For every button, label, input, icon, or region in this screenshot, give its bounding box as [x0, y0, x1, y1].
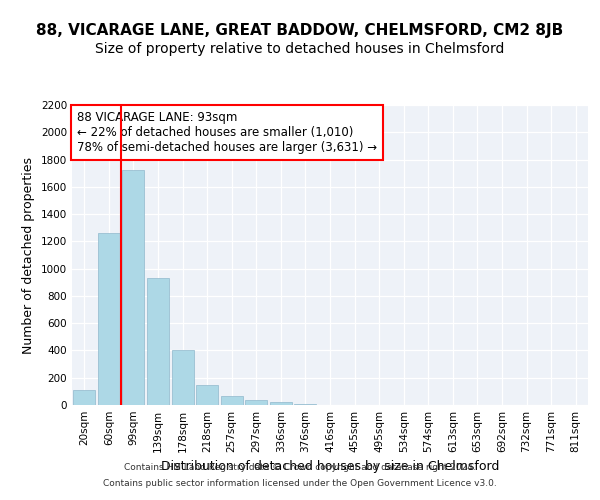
Bar	[295, 404, 316, 405]
Bar	[122, 170, 145, 405]
Bar	[172, 350, 194, 405]
Bar	[196, 384, 218, 405]
Bar	[245, 400, 268, 405]
Text: 88, VICARAGE LANE, GREAT BADDOW, CHELMSFORD, CM2 8JB: 88, VICARAGE LANE, GREAT BADDOW, CHELMSF…	[37, 22, 563, 38]
Bar	[98, 233, 120, 405]
Text: Contains public sector information licensed under the Open Government Licence v3: Contains public sector information licen…	[103, 478, 497, 488]
Text: Contains HM Land Registry data © Crown copyright and database right 2024.: Contains HM Land Registry data © Crown c…	[124, 464, 476, 472]
Y-axis label: Number of detached properties: Number of detached properties	[22, 156, 35, 354]
X-axis label: Distribution of detached houses by size in Chelmsford: Distribution of detached houses by size …	[161, 460, 499, 473]
Bar	[147, 278, 169, 405]
Bar	[270, 402, 292, 405]
Bar	[73, 390, 95, 405]
Text: Size of property relative to detached houses in Chelmsford: Size of property relative to detached ho…	[95, 42, 505, 56]
Bar	[221, 396, 243, 405]
Text: 88 VICARAGE LANE: 93sqm
← 22% of detached houses are smaller (1,010)
78% of semi: 88 VICARAGE LANE: 93sqm ← 22% of detache…	[77, 111, 377, 154]
